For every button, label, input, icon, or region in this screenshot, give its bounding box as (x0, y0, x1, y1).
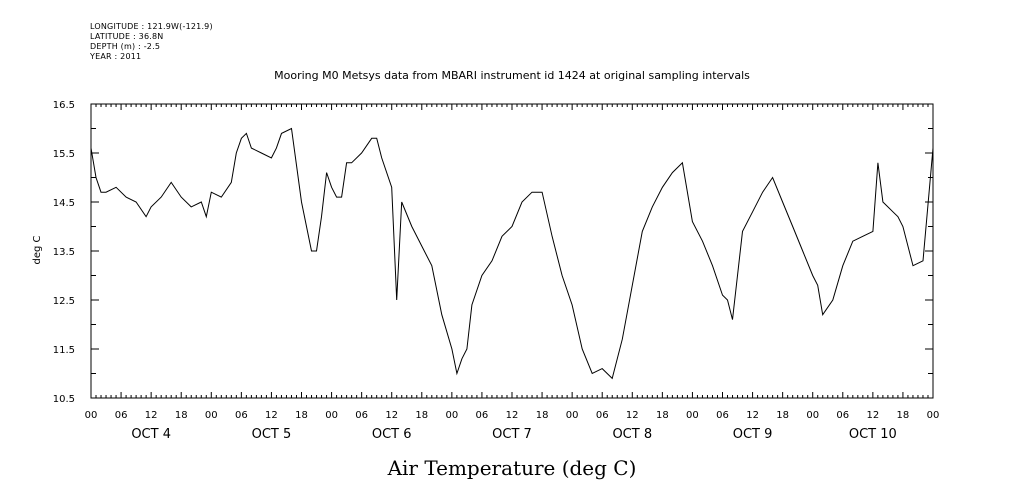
x-day-label: OCT 9 (733, 427, 773, 442)
y-tick-label: 15.5 (53, 149, 75, 160)
chart-title: Mooring M0 Metsys data from MBARI instru… (274, 69, 750, 82)
x-day-label: OCT 4 (131, 427, 171, 442)
x-tick-label: 12 (385, 410, 398, 421)
plot-frame (90, 103, 934, 399)
latitude-label: LATITUDE : 36.8N (90, 32, 164, 41)
x-tick-label: 00 (325, 410, 338, 421)
x-tick-label: 00 (927, 410, 940, 421)
x-tick-label: 00 (686, 410, 699, 421)
x-day-label: OCT 8 (612, 427, 652, 442)
x-day-label: OCT 5 (252, 427, 292, 442)
x-day-labels: OCT 4 OCT 5 OCT 6 OCT 7 OCT 8 OCT 9 OCT 10 (131, 427, 897, 442)
x-day-label: OCT 7 (492, 427, 532, 442)
x-tick-label: 18 (175, 410, 188, 421)
x-tick-label: 18 (656, 410, 669, 421)
depth-label: DEPTH (m) : -2.5 (90, 42, 161, 51)
x-tick-labels: 00 06 12 18 00 06 12 18 00 06 12 18 00 06 12 18 00 06 12 18… (85, 410, 940, 421)
x-tick-label: 18 (415, 410, 428, 421)
x-tick-label: 00 (806, 410, 819, 421)
x-tick-label: 12 (866, 410, 879, 421)
year-label: YEAR : 2011 (90, 52, 142, 61)
x-tick-label: 06 (476, 410, 489, 421)
x-tick-label: 06 (836, 410, 849, 421)
x-tick-label: 06 (115, 410, 128, 421)
x-tick-label: 06 (235, 410, 248, 421)
y-tick-label: 13.5 (53, 247, 75, 258)
x-tick-label: 12 (746, 410, 759, 421)
y-tick-label: 16.5 (53, 100, 75, 111)
y-axis-label: deg C (32, 235, 43, 264)
y-tick-label: 12.5 (53, 296, 75, 307)
longitude-label: LONGITUDE : 121.9W(-121.9) (90, 22, 213, 31)
x-tick-label: 12 (506, 410, 519, 421)
y-tick-label: 10.5 (53, 394, 75, 405)
x-tick-label: 06 (355, 410, 368, 421)
x-tick-label: 00 (566, 410, 579, 421)
x-axis-label: Air Temperature (deg C) (387, 456, 637, 480)
axis-ticks (90, 103, 934, 399)
x-day-label: OCT 6 (372, 427, 412, 442)
x-tick-label: 00 (445, 410, 458, 421)
y-tick-label: 14.5 (53, 198, 75, 209)
y-tick-label: 11.5 (53, 345, 75, 356)
x-tick-label: 00 (205, 410, 218, 421)
x-tick-label: 18 (897, 410, 910, 421)
tick-marks (90, 103, 934, 399)
x-tick-label: 18 (536, 410, 549, 421)
x-day-label: OCT 10 (849, 427, 897, 442)
x-tick-label: 06 (716, 410, 729, 421)
x-tick-label: 06 (596, 410, 609, 421)
x-tick-label: 00 (85, 410, 98, 421)
x-tick-label: 12 (265, 410, 278, 421)
metadata-block: LONGITUDE : 121.9W(-121.9) LATITUDE : 36… (90, 22, 213, 62)
y-tick-labels: 10.5 11.5 12.5 13.5 14.5 15.5 16.5 (53, 100, 75, 405)
x-tick-label: 18 (295, 410, 308, 421)
x-tick-label: 12 (145, 410, 158, 421)
x-tick-label: 18 (776, 410, 789, 421)
air-temperature-line (90, 127, 934, 380)
x-tick-label: 12 (626, 410, 639, 421)
